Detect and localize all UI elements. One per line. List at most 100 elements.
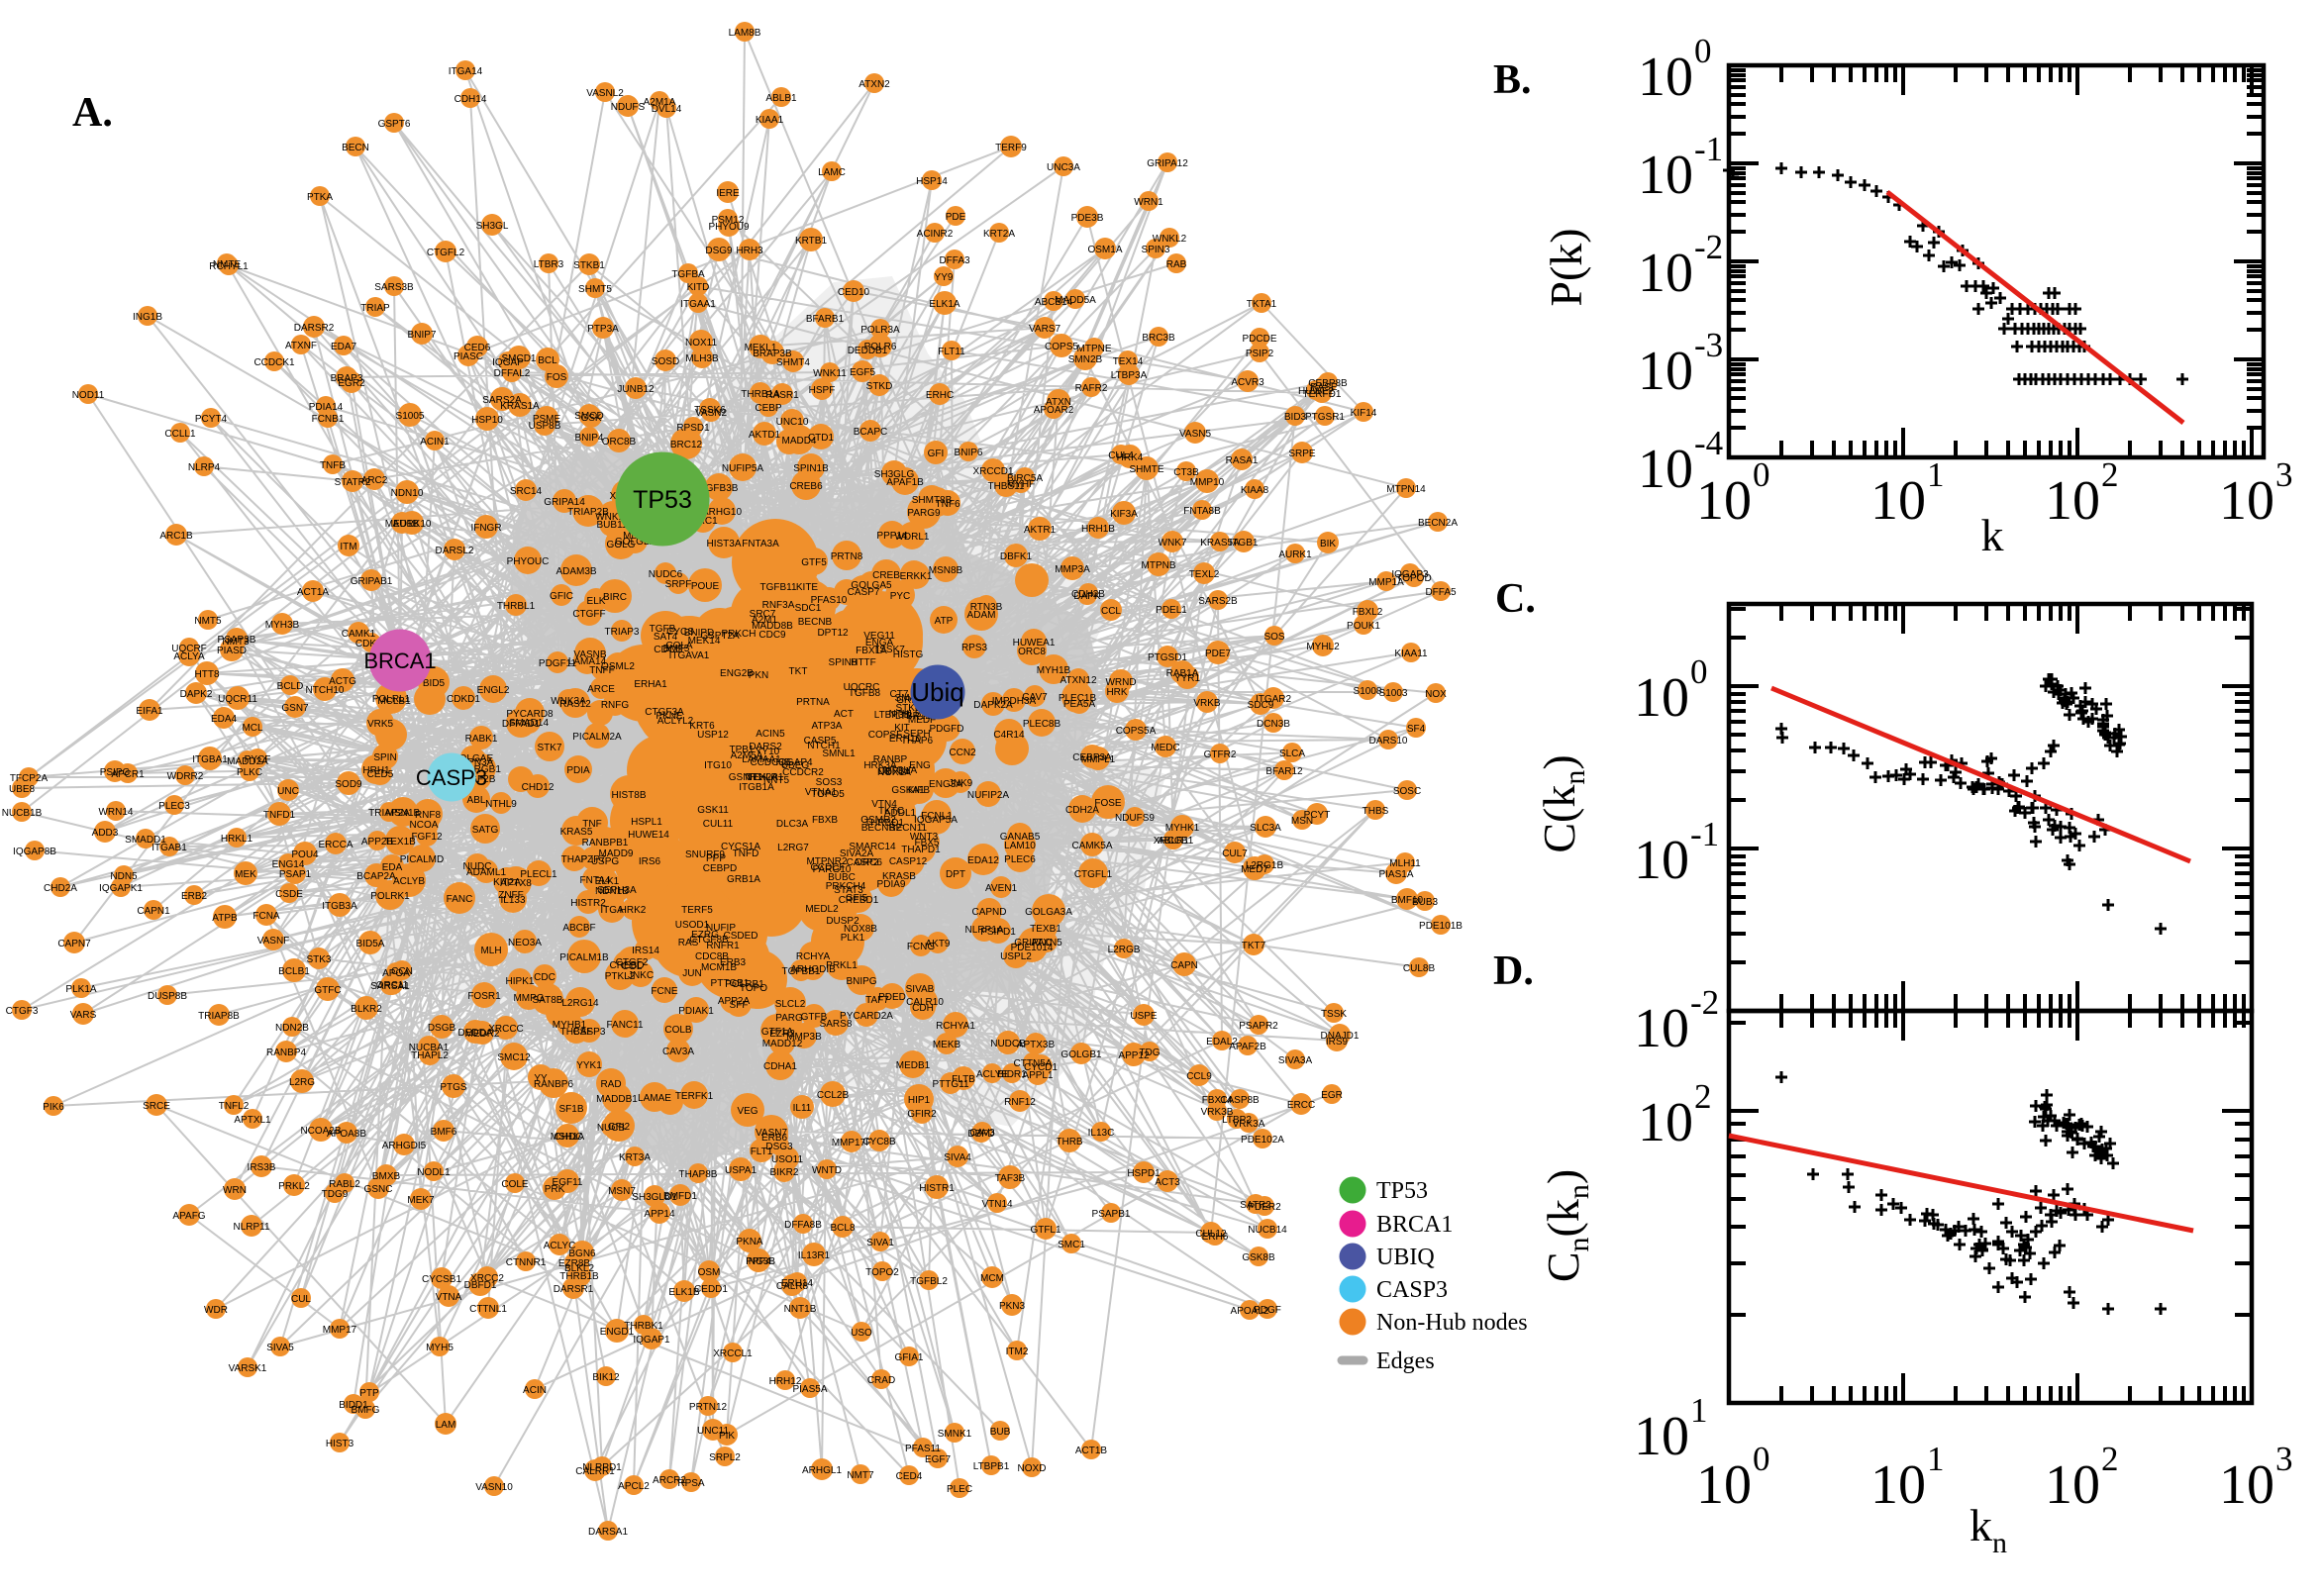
svg-text:FLT11: FLT11: [938, 347, 965, 357]
svg-text:VARSK1: VARSK1: [229, 1363, 267, 1374]
svg-text:PLKC: PLKC: [237, 767, 262, 778]
svg-text:GSK: GSK: [580, 413, 601, 424]
svg-text:HISTR2: HISTR2: [570, 898, 606, 909]
svg-text:PZP7: PZP7: [580, 854, 605, 865]
svg-text:TRIAP2A: TRIAP2A: [368, 808, 410, 819]
svg-text:SOSC: SOSC: [1393, 786, 1421, 797]
svg-text:MSH1A: MSH1A: [551, 1132, 585, 1143]
svg-text:XRCCL1: XRCCL1: [713, 1348, 753, 1359]
svg-text:POLR6: POLR6: [864, 342, 897, 352]
svg-text:CTGF2: CTGF2: [616, 957, 649, 968]
svg-text:SARS8: SARS8: [820, 1019, 853, 1030]
svg-text:EGF11: EGF11: [553, 1177, 583, 1188]
svg-text:DARS2: DARS2: [749, 742, 782, 752]
svg-text:STATR2: STATR2: [335, 477, 371, 488]
svg-text:KIF14: KIF14: [1351, 408, 1377, 419]
svg-text:MTPNR2: MTPNR2: [806, 856, 848, 867]
svg-text:ACT1A: ACT1A: [297, 587, 330, 598]
svg-text:STAT3: STAT3: [834, 885, 863, 896]
svg-text:CAV3A: CAV3A: [662, 1047, 694, 1057]
svg-text:CDH2A: CDH2A: [1065, 805, 1099, 816]
svg-text:SRPE: SRPE: [1288, 449, 1316, 459]
svg-text:PCYT4: PCYT4: [195, 414, 228, 425]
svg-text:THAP6: THAP6: [901, 736, 934, 747]
svg-text:SH3GLD1: SH3GLD1: [632, 1192, 677, 1203]
svg-text:APP2A: APP2A: [718, 996, 751, 1007]
svg-text:SMCD1: SMCD1: [501, 353, 536, 364]
svg-text:MSN8B: MSN8B: [929, 565, 963, 576]
svg-text:YY: YY: [534, 1073, 548, 1084]
svg-text:TNFL2: TNFL2: [219, 1101, 250, 1112]
svg-text:MADD5A: MADD5A: [1055, 295, 1096, 306]
svg-text:MTPNB: MTPNB: [1142, 560, 1176, 571]
svg-text:WNK7: WNK7: [1159, 538, 1187, 549]
svg-text:HUWE2: HUWE2: [1298, 386, 1335, 397]
svg-text:TOPO2: TOPO2: [865, 1267, 899, 1278]
svg-text:L2RG7: L2RG7: [777, 843, 809, 853]
svg-text:CTGFL2: CTGFL2: [427, 248, 465, 258]
svg-text:ENGD1: ENGD1: [600, 1327, 635, 1338]
svg-text:KITD: KITD: [687, 282, 710, 293]
svg-text:CCDC3B: CCDC3B: [750, 757, 790, 768]
svg-text:USO: USO: [851, 1328, 872, 1339]
svg-text:CTTN5A: CTTN5A: [1014, 1058, 1053, 1069]
svg-text:ABCB14: ABCB14: [1035, 297, 1073, 308]
svg-text:STKB1: STKB1: [573, 260, 605, 271]
svg-text:YY9: YY9: [935, 272, 954, 283]
svg-text:YY10: YY10: [756, 747, 780, 757]
svg-text:HIST3: HIST3: [326, 1439, 354, 1449]
svg-text:APCR1: APCR1: [111, 769, 145, 780]
svg-text:RANBP: RANBP: [873, 754, 908, 765]
svg-text:Non-Hub nodes: Non-Hub nodes: [1376, 1310, 1528, 1336]
svg-text:NMT3: NMT3: [222, 637, 250, 648]
svg-text:PDIA: PDIA: [566, 765, 590, 776]
svg-text:ARHGDI5: ARHGDI5: [382, 1141, 427, 1151]
svg-text:BCL8: BCL8: [830, 1223, 855, 1234]
svg-text:PDER2: PDER2: [1248, 1202, 1281, 1213]
svg-text:NNT1B: NNT1B: [784, 1304, 817, 1315]
svg-text:FANC11: FANC11: [606, 1020, 643, 1031]
svg-text:PIK6: PIK6: [43, 1102, 64, 1113]
svg-text:STK3: STK3: [306, 954, 331, 965]
svg-text:SNURF9: SNURF9: [685, 849, 725, 860]
svg-text:10: 10: [2045, 470, 2100, 532]
svg-text:TGFBA: TGFBA: [671, 269, 705, 280]
svg-text:TDG9: TDG9: [322, 1189, 349, 1200]
svg-text:EDA12: EDA12: [967, 855, 999, 866]
svg-text:DARSL2: DARSL2: [436, 546, 474, 556]
svg-text:SARS2B: SARS2B: [1198, 596, 1238, 607]
svg-text:IL133: IL133: [500, 895, 525, 906]
svg-text:CEBP8B: CEBP8B: [1308, 378, 1348, 389]
svg-text:CCDCR2: CCDCR2: [782, 767, 824, 778]
svg-text:NTCHA: NTCHA: [883, 765, 918, 776]
svg-text:COLE: COLE: [501, 1179, 529, 1190]
svg-text:WRND: WRND: [1105, 677, 1136, 688]
svg-text:OSMR2: OSMR2: [860, 815, 896, 826]
svg-text:RAB1A: RAB1A: [1166, 668, 1199, 679]
svg-text:A2M1: A2M1: [752, 615, 778, 626]
svg-text:CHD12: CHD12: [522, 782, 555, 793]
svg-text:TAF3B: TAF3B: [995, 1173, 1026, 1184]
svg-text:VEG: VEG: [737, 1106, 758, 1117]
svg-text:ENGA: ENGA: [865, 638, 894, 648]
svg-text:TSSK: TSSK: [1321, 1009, 1347, 1020]
svg-text:SIVA2A: SIVA2A: [840, 848, 874, 859]
svg-text:LTBR3: LTBR3: [534, 259, 564, 270]
svg-text:DARSA1: DARSA1: [588, 1527, 628, 1538]
svg-text:CAPN1: CAPN1: [137, 906, 170, 917]
svg-text:0: 0: [1753, 1440, 1770, 1478]
svg-text:UNC10: UNC10: [776, 417, 809, 428]
svg-text:PTTGB1: PTTGB1: [711, 978, 750, 989]
svg-text:PIK: PIK: [719, 1431, 735, 1442]
svg-text:HTT8: HTT8: [195, 669, 220, 680]
svg-text:DSGB: DSGB: [428, 1023, 456, 1034]
svg-text:ENG3A: ENG3A: [929, 779, 962, 790]
svg-text:BIRC5A: BIRC5A: [1007, 473, 1043, 484]
svg-text:GTF5: GTF5: [801, 557, 827, 568]
svg-text:BUBC: BUBC: [828, 872, 856, 883]
svg-text:SRC14: SRC14: [510, 486, 543, 497]
svg-text:SARS3B: SARS3B: [374, 282, 414, 293]
svg-text:THAP8B: THAP8B: [679, 1169, 718, 1180]
svg-text:PTP: PTP: [359, 1388, 379, 1399]
svg-text:PPP14: PPP14: [876, 531, 908, 542]
